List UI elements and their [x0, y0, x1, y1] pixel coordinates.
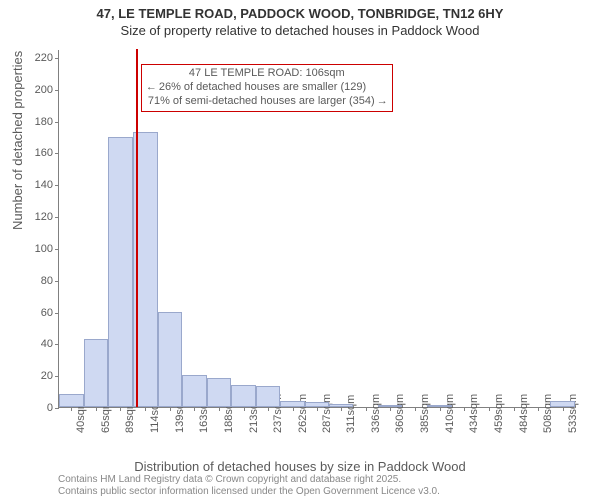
attribution-line1: Contains HM Land Registry data © Crown c… [58, 474, 440, 486]
histogram-bar [305, 402, 330, 407]
y-axis-label: Number of detached properties [10, 51, 25, 230]
x-tick-label: 410sqm [444, 394, 456, 433]
y-tick-label: 220 [23, 52, 53, 64]
x-tick-mark [244, 407, 245, 411]
histogram-bar [158, 312, 182, 407]
x-tick-label: 385sqm [419, 394, 431, 433]
histogram-bar [427, 405, 452, 407]
x-tick-mark [268, 407, 269, 411]
y-tick-label: 200 [23, 84, 53, 96]
y-tick-label: 140 [23, 179, 53, 191]
property-indicator-line [136, 49, 138, 407]
x-tick-mark [293, 407, 294, 411]
x-tick-mark [120, 407, 121, 411]
x-tick-mark [514, 407, 515, 411]
y-tick-label: 80 [23, 275, 53, 287]
x-tick-label: 287sqm [321, 394, 333, 433]
histogram-bar [378, 405, 402, 407]
title-line1: 47, LE TEMPLE ROAD, PADDOCK WOOD, TONBRI… [0, 6, 600, 23]
x-tick-label: 484sqm [518, 394, 530, 433]
y-tick-mark [55, 185, 59, 186]
chart-title: 47, LE TEMPLE ROAD, PADDOCK WOOD, TONBRI… [0, 0, 600, 40]
x-tick-mark [464, 407, 465, 411]
y-tick-label: 0 [23, 402, 53, 414]
x-tick-mark [96, 407, 97, 411]
histogram-bar [231, 385, 256, 407]
x-axis-label: Distribution of detached houses by size … [0, 459, 600, 474]
y-tick-label: 60 [23, 307, 53, 319]
y-tick-label: 160 [23, 147, 53, 159]
x-tick-mark [170, 407, 171, 411]
plot-region: 02040608010012014016018020022040sqm65sqm… [58, 50, 574, 408]
y-tick-mark [55, 376, 59, 377]
x-tick-mark [317, 407, 318, 411]
annotation-larger: 71% of semi-detached houses are larger (… [146, 95, 388, 109]
annotation-title: 47 LE TEMPLE ROAD: 106sqm [146, 67, 388, 81]
x-tick-mark [390, 407, 391, 411]
histogram-bar [59, 394, 84, 407]
y-tick-label: 120 [23, 211, 53, 223]
x-tick-mark [366, 407, 367, 411]
histogram-bar [207, 378, 231, 407]
histogram-bar [256, 386, 280, 407]
histogram-bar [280, 401, 305, 407]
x-tick-mark [415, 407, 416, 411]
x-tick-mark [489, 407, 490, 411]
histogram-bar [550, 401, 575, 407]
x-tick-mark [440, 407, 441, 411]
x-tick-mark [341, 407, 342, 411]
histogram-bar [84, 339, 108, 407]
histogram-bar [182, 375, 207, 407]
x-tick-mark [145, 407, 146, 411]
y-tick-mark [55, 344, 59, 345]
x-tick-label: 459sqm [493, 394, 505, 433]
x-tick-label: 311sqm [345, 395, 357, 433]
y-tick-label: 100 [23, 243, 53, 255]
annotation-smaller: 26% of detached houses are smaller (129) [146, 81, 388, 95]
y-tick-mark [55, 313, 59, 314]
y-tick-mark [55, 249, 59, 250]
x-tick-label: 360sqm [394, 394, 406, 433]
title-line2: Size of property relative to detached ho… [0, 23, 600, 40]
histogram-bar [108, 137, 133, 407]
x-tick-mark [538, 407, 539, 411]
y-tick-label: 40 [23, 338, 53, 350]
chart-area: 02040608010012014016018020022040sqm65sqm… [58, 50, 574, 408]
x-tick-mark [219, 407, 220, 411]
y-tick-mark [55, 122, 59, 123]
annotation-box: 47 LE TEMPLE ROAD: 106sqm26% of detached… [141, 64, 393, 111]
y-tick-mark [55, 217, 59, 218]
attribution-line2: Contains public sector information licen… [58, 486, 440, 498]
x-tick-mark [194, 407, 195, 411]
y-tick-mark [55, 90, 59, 91]
y-tick-label: 180 [23, 116, 53, 128]
y-tick-mark [55, 408, 59, 409]
y-tick-mark [55, 153, 59, 154]
x-tick-mark [563, 407, 564, 411]
x-tick-label: 434sqm [468, 394, 480, 433]
attribution-text: Contains HM Land Registry data © Crown c… [58, 474, 440, 498]
y-tick-mark [55, 58, 59, 59]
y-tick-mark [55, 281, 59, 282]
x-tick-mark [71, 407, 72, 411]
y-tick-label: 20 [23, 370, 53, 382]
histogram-bar [329, 404, 353, 407]
x-tick-label: 336sqm [370, 394, 382, 433]
